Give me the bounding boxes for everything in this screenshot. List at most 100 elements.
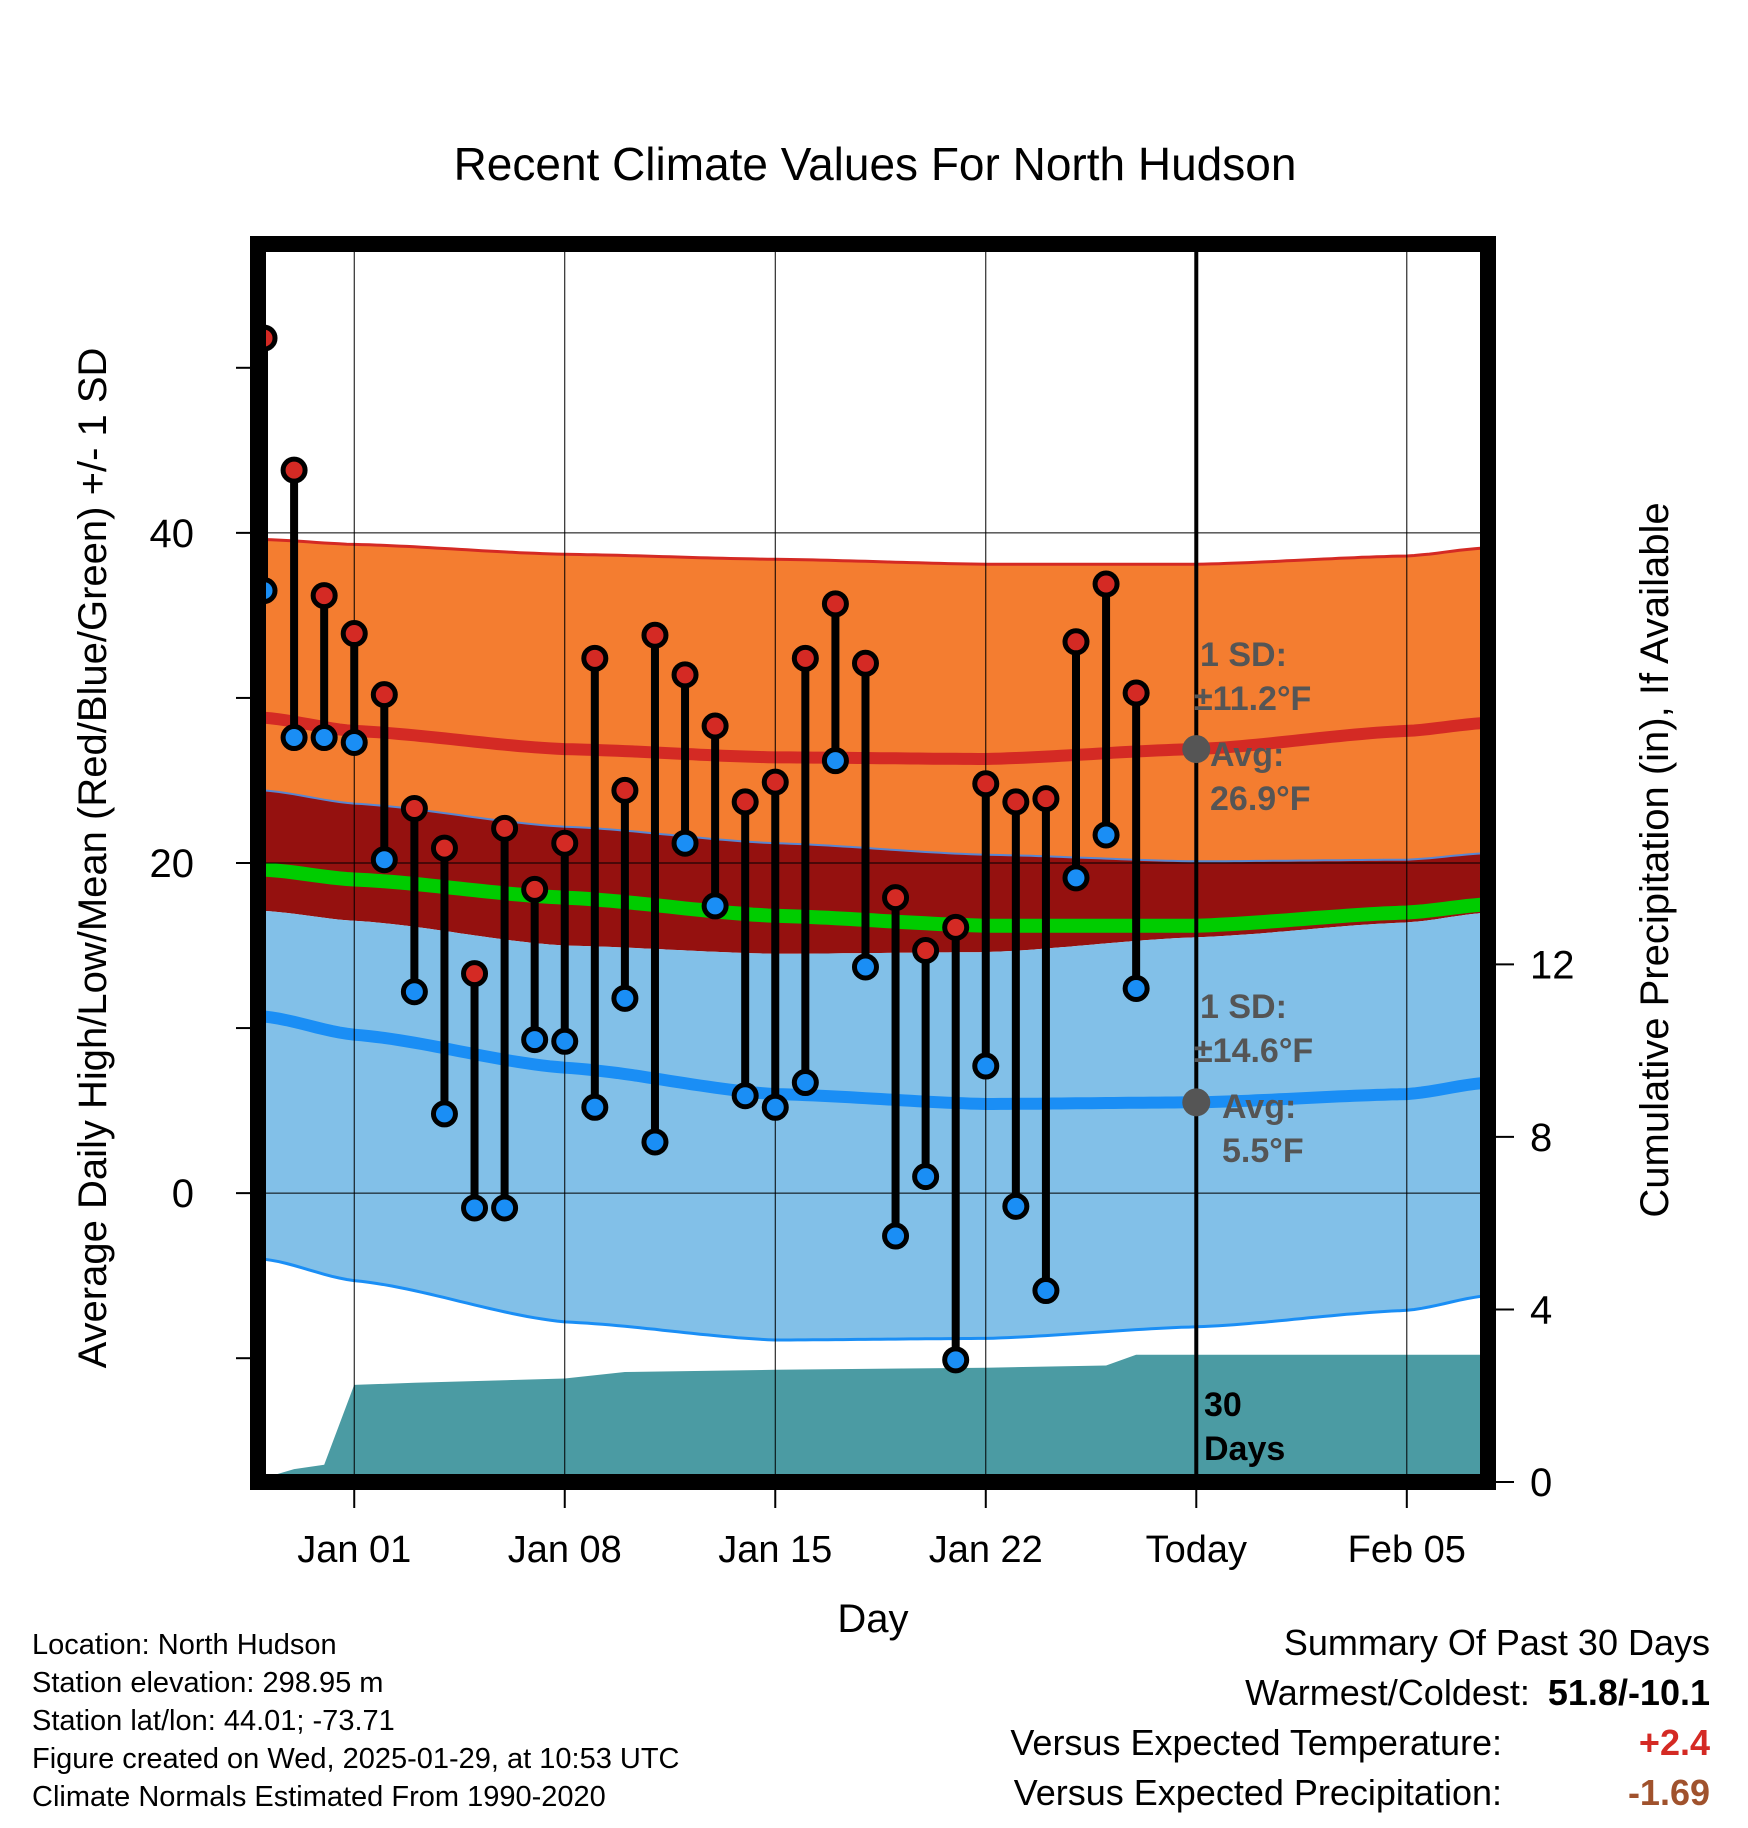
y-tick-label: 20: [150, 842, 195, 886]
observed-low-point: [611, 984, 639, 1012]
observed-low-point: [340, 729, 368, 757]
summary-panel: Summary Of Past 30 Days Warmest/Coldest:…: [1010, 1618, 1710, 1818]
observed-high-point: [701, 712, 729, 740]
y2-tick-label: 4: [1530, 1288, 1552, 1332]
observed-high-point: [731, 788, 759, 816]
observed-high-point: [340, 620, 368, 648]
observed-high-point: [671, 661, 699, 689]
window-label-top: 30: [1204, 1386, 1242, 1424]
station-metadata: Location: North Hudson Station elevation…: [32, 1626, 680, 1816]
observed-low-point: [370, 846, 398, 874]
observed-high-point: [521, 875, 549, 903]
high-normal-line: [263, 711, 1483, 765]
observed-low-point: [641, 1128, 669, 1156]
observed-low-point: [581, 1093, 609, 1121]
observed-high-point: [791, 644, 819, 672]
observed-high-point: [461, 960, 489, 988]
y2-axis-label: Cumulative Precipitation (in), If Availa…: [1633, 502, 1677, 1217]
x-tick-label: Jan 22: [929, 1529, 1043, 1571]
observed-low-point: [791, 1069, 819, 1097]
y2-tick-label: 12: [1530, 943, 1575, 987]
observed-high-point: [942, 913, 970, 941]
created-text: Figure created on Wed, 2025-01-29, at 10…: [32, 1743, 680, 1775]
window-label-bottom: Days: [1204, 1430, 1285, 1468]
x-axis-label: Day: [837, 1597, 908, 1641]
today-high-normal-marker: [1182, 735, 1211, 764]
observed-low-point: [430, 1100, 458, 1128]
high-lower-line: [263, 789, 1483, 863]
plot-frame: [250, 236, 1496, 1490]
observed-low-point: [671, 829, 699, 857]
high-sd-band: [264, 539, 1482, 862]
precip-value: -1.69: [1627, 1772, 1710, 1813]
temp-row: Versus Expected Temperature: +2.4: [1010, 1718, 1710, 1768]
high-sd-value: ±11.2°F: [1194, 680, 1311, 718]
low-avg-value: 5.5°F: [1222, 1132, 1304, 1170]
normals-text: Climate Normals Estimated From 1990-2020: [32, 1781, 606, 1813]
observed-low-point: [1002, 1192, 1030, 1220]
observed-low-point: [1062, 864, 1090, 892]
observed-low-point: [400, 978, 428, 1006]
observed-high-point: [1092, 570, 1120, 598]
y-tick-label: 40: [150, 512, 195, 556]
temp-value: +2.4: [1638, 1722, 1710, 1763]
mean-normal-line: [263, 862, 1483, 933]
today-low-normal-marker: [1182, 1088, 1211, 1117]
observed-low-point: [761, 1093, 789, 1121]
observed-low-point: [851, 953, 879, 981]
y-axis-label: Average Daily High/Low/Mean (Red/Blue/Gr…: [71, 348, 115, 1369]
observed-high-point: [851, 649, 879, 677]
observed-high-point: [370, 681, 398, 709]
observed-low-point: [280, 724, 308, 752]
observed-high-point: [491, 814, 519, 842]
observed-low-point: [1155, 0, 1177, 11]
observed-low-point: [461, 1194, 489, 1222]
observed-low-point: [821, 747, 849, 775]
high-avg-value: 26.9°F: [1210, 780, 1311, 818]
x-tick-label: Jan 15: [718, 1529, 832, 1571]
observed-high-point: [310, 582, 338, 610]
warm-cold-value: 51.8/-10.1: [1547, 1672, 1710, 1713]
high-upper-line: [263, 538, 1483, 566]
observed-high-point: [1155, 0, 1177, 11]
x-tick-label: Jan 01: [297, 1529, 411, 1571]
precip-row: Versus Expected Precipitation: -1.69: [1010, 1768, 1710, 1818]
low-normal-line: [263, 1010, 1483, 1110]
observed-high-point: [972, 770, 1000, 798]
observed-high-point: [1062, 628, 1090, 656]
observed-high-point: [882, 884, 910, 912]
observed-low-point: [912, 1163, 940, 1191]
x-tick-label: Today: [1146, 1529, 1247, 1571]
y2-tick-label: 0: [1530, 1461, 1552, 1505]
high-sd-label: 1 SD:: [1200, 636, 1287, 674]
observed-high-point: [430, 834, 458, 862]
observed-low-point: [310, 724, 338, 752]
low-lower-line: [263, 1257, 1483, 1342]
precip-label: Versus Expected Precipitation:: [1013, 1772, 1502, 1813]
observed-high-point: [1002, 788, 1030, 816]
plot-clip-group: 1 SD: ±11.2°F Avg: 26.9°F 1 SD: ±14.6°F Avg: 5.…: [258, 0, 1488, 1482]
observed-low-point: [942, 1346, 970, 1374]
observed-high-point: [280, 456, 308, 484]
low-sd-label: 1 SD:: [1200, 988, 1287, 1026]
summary-title: Summary Of Past 30 Days: [1283, 1622, 1710, 1663]
observed-low-point: [1032, 1277, 1060, 1305]
observed-low-point: [1122, 974, 1150, 1002]
elevation-text: Station elevation: 298.95 m: [32, 1667, 384, 1699]
observed-low-point: [491, 1194, 519, 1222]
observed-high-point: [1032, 785, 1060, 813]
location-text: Location: North Hudson: [32, 1629, 337, 1661]
observed-high-point: [1122, 679, 1150, 707]
plot-area: 1 SD: ±11.2°F Avg: 26.9°F 1 SD: ±14.6°F Avg: 5.…: [150, 0, 1575, 1571]
chart-title: Recent Climate Values For North Hudson: [454, 138, 1297, 190]
x-tick-label: Feb 05: [1348, 1529, 1466, 1571]
observed-high-point: [761, 768, 789, 796]
precip-area: [258, 1354, 1488, 1482]
observed-low-point: [551, 1027, 579, 1055]
low-avg-label: Avg:: [1222, 1088, 1296, 1126]
observed-high-point: [551, 829, 579, 857]
observed-high-point: [641, 621, 669, 649]
temp-label: Versus Expected Temperature:: [1010, 1722, 1502, 1763]
observed-low-point: [701, 892, 729, 920]
observed-high-point: [581, 644, 609, 672]
